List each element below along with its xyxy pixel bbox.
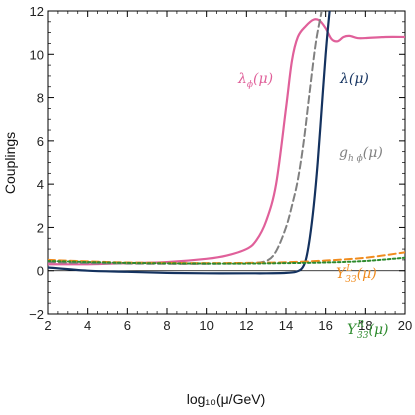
x-tick-label: 14 — [279, 318, 293, 333]
y-tick-label: 6 — [37, 134, 44, 149]
y-tick-label: 2 — [37, 220, 44, 235]
x-tick-label: 20 — [398, 318, 412, 333]
x-tick-label: 2 — [44, 318, 51, 333]
x-tick-label: 12 — [239, 318, 253, 333]
y-tick-label: 12 — [30, 4, 44, 19]
g-h-phi-line — [48, 11, 323, 265]
y-tick-label: −2 — [29, 307, 44, 322]
label-lambda-phi: λϕ(μ) — [237, 71, 273, 90]
x-tick-label: 16 — [318, 318, 332, 333]
label-y33-right: YR 33(μ) — [347, 320, 389, 341]
y-tick-label: 0 — [37, 264, 44, 279]
y33-left-line — [48, 251, 405, 265]
y-tick-label: 4 — [37, 177, 44, 192]
label-lambda: λ(μ) — [339, 71, 369, 87]
x-tick-label: 18 — [358, 318, 372, 333]
y-axis-title: Couplings — [2, 132, 18, 194]
ticks-layer: 2 4 6 8 10 12 14 16 18 20 −2 0 2 4 6 8 10 12 — [29, 4, 412, 333]
series-labels: λϕ(μ) λ(μ) gh ϕ(μ) YL 33(μ) YR 33(μ) — [237, 71, 389, 341]
y33-right-line — [48, 256, 405, 265]
y-tick-label: 8 — [37, 91, 44, 106]
series-layer — [48, 11, 405, 275]
x-tick-label: 10 — [199, 318, 213, 333]
label-g-h-phi: gh ϕ(μ) — [339, 145, 383, 164]
y-tick-label: 10 — [30, 47, 44, 62]
lambda-phi-line — [48, 18, 405, 266]
x-axis-title: log₁₀(μ/GeV) — [187, 391, 266, 407]
x-tick-label: 4 — [84, 318, 91, 333]
label-y33-left: YL 33(μ) — [336, 264, 377, 285]
x-tick-label: 6 — [124, 318, 131, 333]
lambda-line — [48, 11, 331, 275]
x-tick-label: 8 — [163, 318, 170, 333]
